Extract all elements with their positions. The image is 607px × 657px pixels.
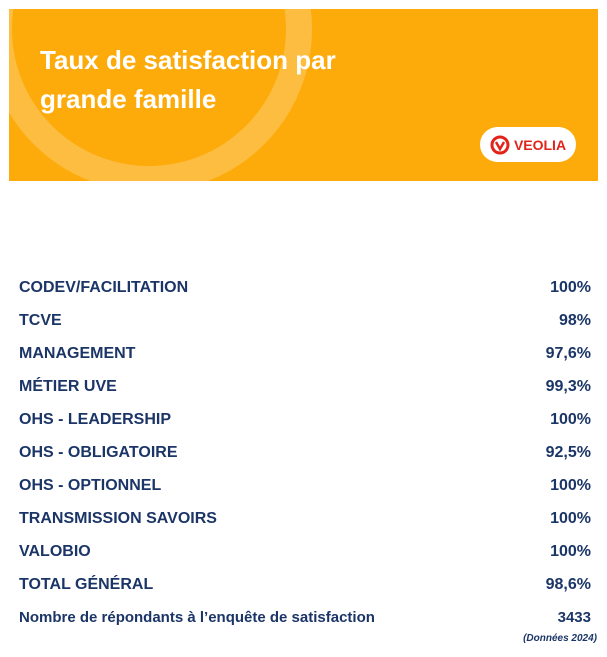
header-banner: Taux de satisfaction par grande famille … — [9, 9, 598, 181]
row-label: OHS - OPTIONNEL — [19, 477, 162, 494]
table-row: Nombre de répondants à l’enquête de sati… — [19, 609, 591, 626]
logo: VEOLIA — [480, 127, 576, 162]
row-label: MÉTIER UVE — [19, 378, 117, 395]
row-value: 100% — [550, 279, 591, 296]
row-label: TOTAL GÉNÉRAL — [19, 576, 154, 593]
row-label: OHS - OBLIGATOIRE — [19, 444, 178, 461]
table-row: VALOBIO 100% — [19, 543, 591, 561]
logo-text: VEOLIA — [513, 136, 567, 153]
row-value: 92,5% — [545, 444, 591, 461]
row-label: TCVE — [19, 312, 62, 329]
table-row: OHS - OBLIGATOIRE 92,5% — [19, 444, 591, 462]
row-label: TRANSMISSION SAVOIRS — [19, 510, 217, 527]
row-label: Nombre de répondants à l’enquête de sati… — [19, 609, 375, 626]
row-value: 98,6% — [545, 576, 591, 593]
table-row: OHS - LEADERSHIP 100% — [19, 411, 591, 429]
table-row: CODEV/FACILITATION 100% — [19, 279, 591, 297]
footnote: (Données 2024) — [523, 633, 597, 644]
row-value: 100% — [550, 510, 591, 527]
table-row: TCVE 98% — [19, 312, 591, 330]
row-value: 98% — [558, 312, 591, 329]
row-value: 100% — [550, 477, 591, 494]
table-row: OHS - OPTIONNEL 100% — [19, 477, 591, 495]
row-label: CODEV/FACILITATION — [19, 279, 189, 296]
row-value: 100% — [550, 543, 591, 560]
table-row: TRANSMISSION SAVOIRS 100% — [19, 510, 591, 528]
row-label: OHS - LEADERSHIP — [19, 411, 172, 428]
row-label: MANAGEMENT — [19, 345, 136, 362]
row-value: 97,6% — [545, 345, 591, 362]
row-label: VALOBIO — [19, 543, 91, 560]
row-value: 99,3% — [545, 378, 591, 395]
table-row: TOTAL GÉNÉRAL 98,6% — [19, 576, 591, 594]
row-value: 100% — [550, 411, 591, 428]
title: Taux de satisfaction par grande famille — [40, 45, 336, 114]
table-row: MANAGEMENT 97,6% — [19, 345, 591, 363]
row-value: 3433 — [557, 609, 591, 626]
table-row: MÉTIER UVE 99,3% — [19, 378, 591, 396]
logo-icon — [490, 135, 510, 154]
decoration — [9, 9, 312, 181]
